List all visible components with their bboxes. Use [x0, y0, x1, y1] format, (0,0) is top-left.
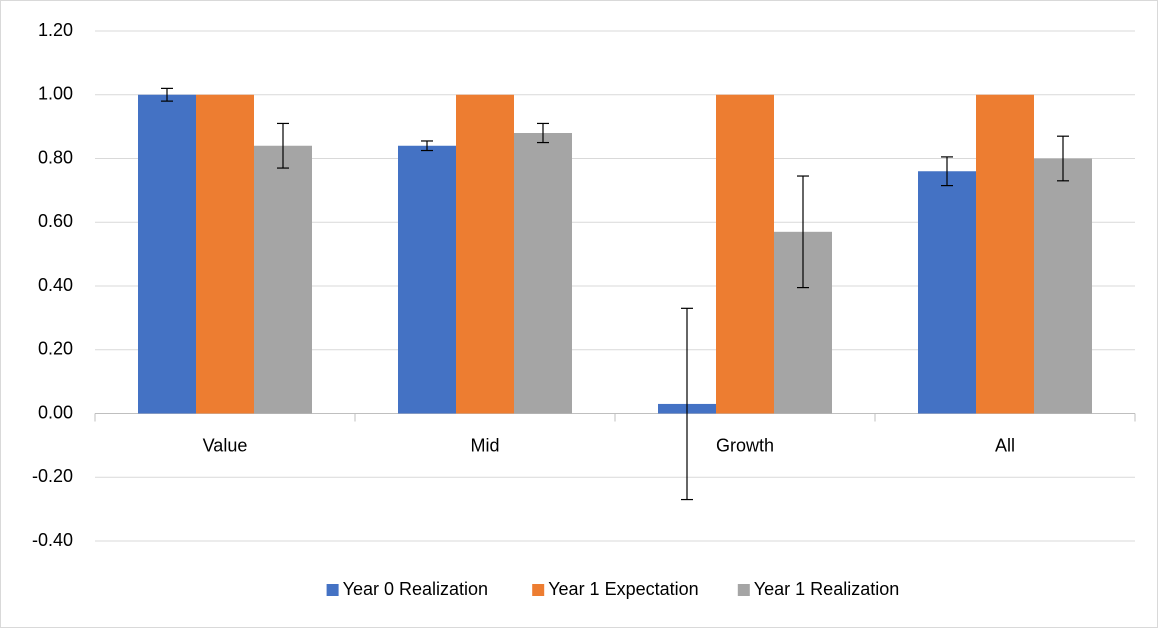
x-tick-label: Growth — [716, 435, 774, 455]
bar — [514, 133, 572, 414]
bar — [398, 145, 456, 414]
bar — [918, 171, 976, 414]
error-bar — [421, 140, 433, 152]
legend-swatch — [532, 584, 545, 596]
bar — [456, 94, 514, 414]
error-bar — [941, 156, 953, 187]
x-tick-label: Value — [203, 435, 248, 455]
y-tick-label: 0.20 — [38, 339, 73, 359]
error-bar — [681, 307, 693, 501]
bar — [138, 94, 196, 414]
y-tick-label: -0.20 — [32, 466, 73, 486]
legend-label: Year 1 Realization — [754, 579, 899, 599]
error-bar — [161, 87, 173, 102]
bar — [976, 94, 1034, 414]
legend-label: Year 1 Expectation — [548, 579, 698, 599]
y-tick-label: 0.80 — [38, 147, 73, 167]
bar — [254, 145, 312, 414]
legend-swatch — [326, 584, 339, 596]
error-bar — [1057, 135, 1069, 182]
error-bar — [277, 122, 289, 169]
x-tick-label: Mid — [470, 435, 499, 455]
legend-swatch — [737, 584, 750, 596]
y-tick-label: 1.20 — [38, 20, 73, 40]
y-tick-label: 0.40 — [38, 275, 73, 295]
bar — [716, 94, 774, 414]
y-tick-label: 0.00 — [38, 402, 73, 422]
x-tick-label: All — [995, 435, 1015, 455]
y-tick-label: 1.00 — [38, 84, 73, 104]
bar — [1034, 158, 1092, 414]
error-bar — [797, 175, 809, 289]
legend-label: Year 0 Realization — [343, 579, 488, 599]
y-tick-label: -0.40 — [32, 530, 73, 550]
bar — [196, 94, 254, 414]
error-bar — [537, 122, 549, 144]
y-tick-label: 0.60 — [38, 211, 73, 231]
